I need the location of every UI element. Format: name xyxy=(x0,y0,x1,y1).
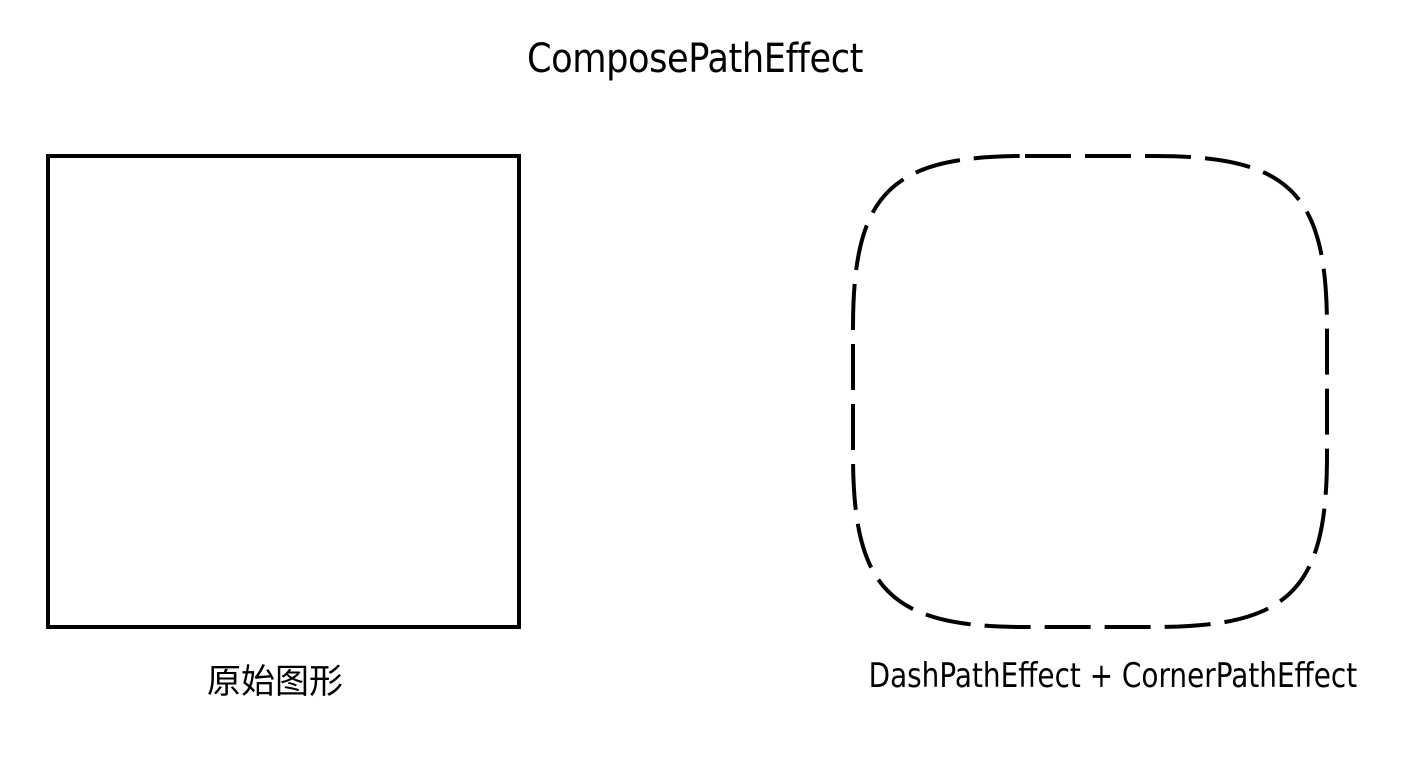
original-shape-caption: 原始图形 xyxy=(207,662,343,702)
dashed-rounded-square xyxy=(851,154,1329,629)
composed-effect-caption: DashPathEffect + CornerPathEffect xyxy=(868,656,1358,696)
page-title: ComposePathEffect xyxy=(527,36,863,82)
original-square xyxy=(46,154,521,629)
